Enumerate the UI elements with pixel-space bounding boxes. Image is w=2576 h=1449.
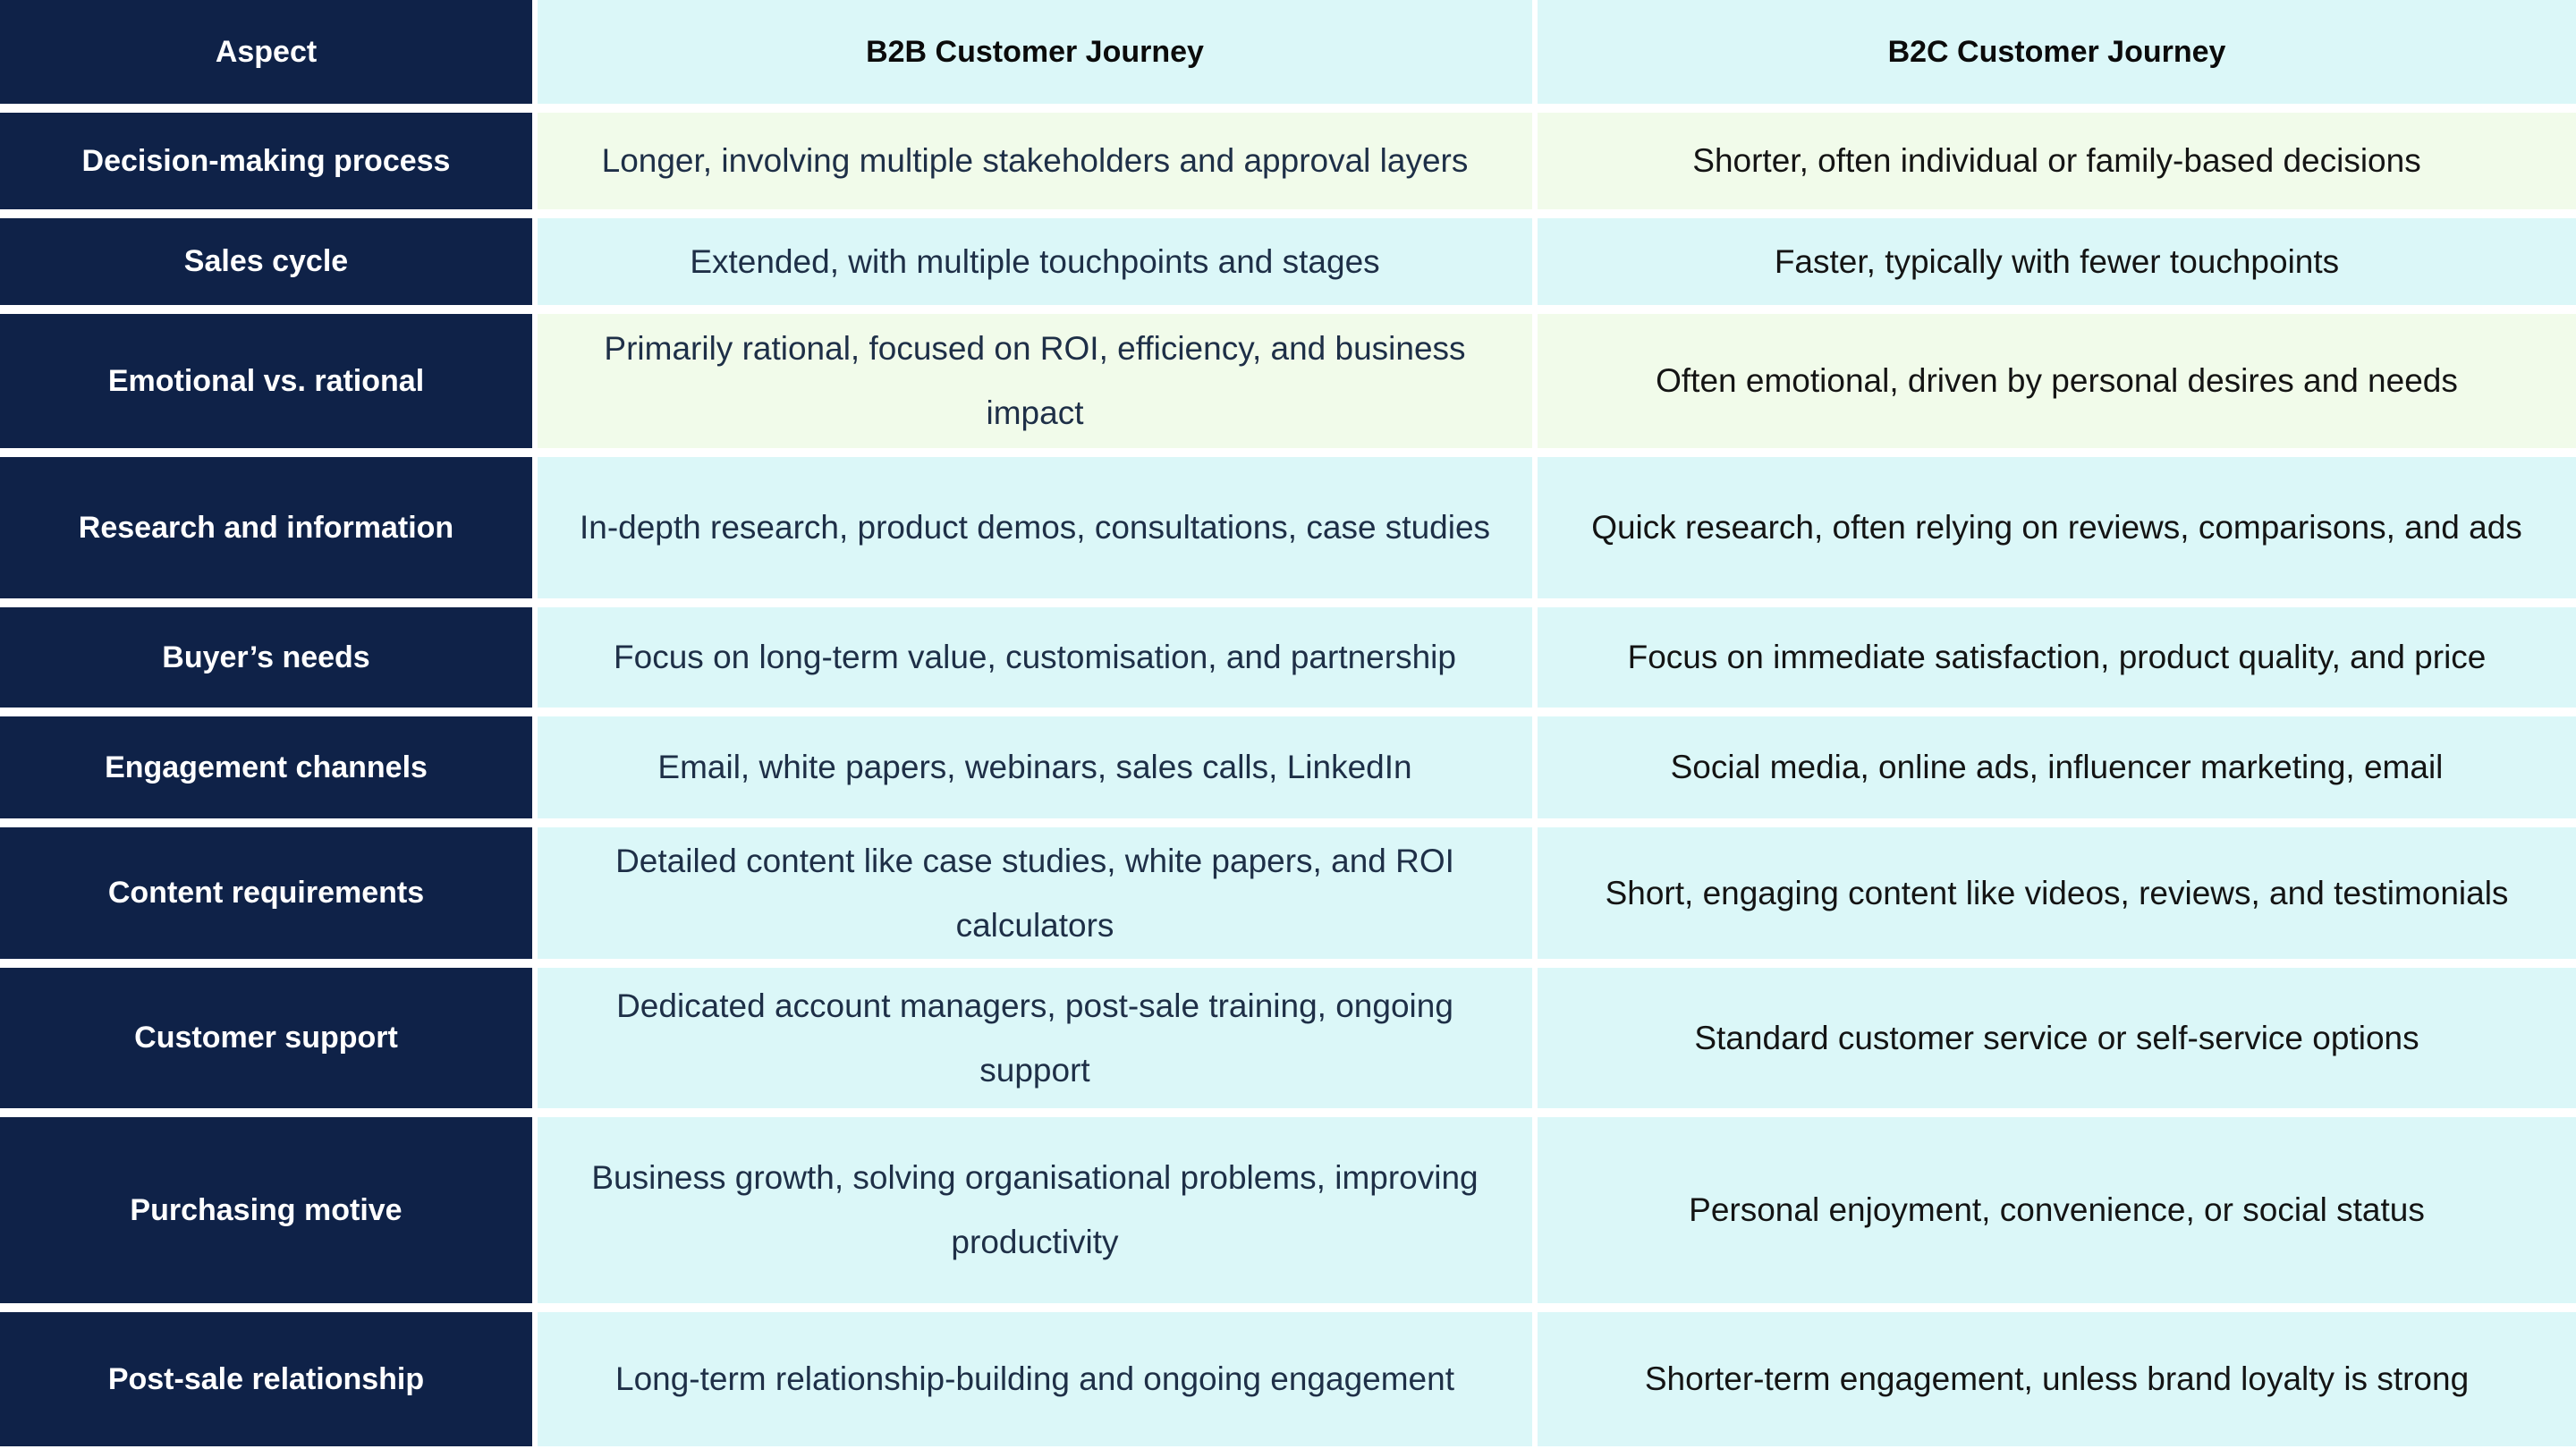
row-b2b-emotional-rational: Primarily rational, focused on ROI, effi… (538, 314, 1532, 448)
row-b2c-research: Quick research, often relying on reviews… (1538, 457, 2576, 598)
row-aspect-content-requirements: Content requirements (0, 827, 532, 959)
row-aspect-emotional-rational: Emotional vs. rational (0, 314, 532, 448)
row-b2b-buyers-needs: Focus on long-term value, customisation,… (538, 607, 1532, 708)
row-aspect-decision-making: Decision-making process (0, 113, 532, 209)
row-b2c-purchasing-motive: Personal enjoyment, convenience, or soci… (1538, 1117, 2576, 1303)
row-aspect-engagement-channels: Engagement channels (0, 716, 532, 818)
row-b2c-emotional-rational: Often emotional, driven by personal desi… (1538, 314, 2576, 448)
row-b2b-purchasing-motive: Business growth, solving organisational … (538, 1117, 1532, 1303)
row-b2c-engagement-channels: Social media, online ads, influencer mar… (1538, 716, 2576, 818)
header-b2c: B2C Customer Journey (1538, 0, 2576, 104)
row-aspect-sales-cycle: Sales cycle (0, 218, 532, 305)
row-aspect-customer-support: Customer support (0, 968, 532, 1108)
row-b2c-buyers-needs: Focus on immediate satisfaction, product… (1538, 607, 2576, 708)
row-b2b-engagement-channels: Email, white papers, webinars, sales cal… (538, 716, 1532, 818)
row-b2b-post-sale: Long-term relationship-building and ongo… (538, 1312, 1532, 1446)
row-b2c-content-requirements: Short, engaging content like videos, rev… (1538, 827, 2576, 959)
row-b2c-customer-support: Standard customer service or self-servic… (1538, 968, 2576, 1108)
row-b2b-decision-making: Longer, involving multiple stakeholders … (538, 113, 1532, 209)
row-b2c-sales-cycle: Faster, typically with fewer touchpoints (1538, 218, 2576, 305)
row-b2c-decision-making: Shorter, often individual or family-base… (1538, 113, 2576, 209)
row-b2c-post-sale: Shorter-term engagement, unless brand lo… (1538, 1312, 2576, 1446)
header-b2b: B2B Customer Journey (538, 0, 1532, 104)
row-b2b-sales-cycle: Extended, with multiple touchpoints and … (538, 218, 1532, 305)
row-aspect-purchasing-motive: Purchasing motive (0, 1117, 532, 1303)
row-aspect-research: Research and information (0, 457, 532, 598)
row-aspect-post-sale: Post-sale relationship (0, 1312, 532, 1446)
row-b2b-content-requirements: Detailed content like case studies, whit… (538, 827, 1532, 959)
header-aspect: Aspect (0, 0, 532, 104)
row-b2b-research: In-depth research, product demos, consul… (538, 457, 1532, 598)
row-aspect-buyers-needs: Buyer’s needs (0, 607, 532, 708)
row-b2b-customer-support: Dedicated account managers, post-sale tr… (538, 968, 1532, 1108)
